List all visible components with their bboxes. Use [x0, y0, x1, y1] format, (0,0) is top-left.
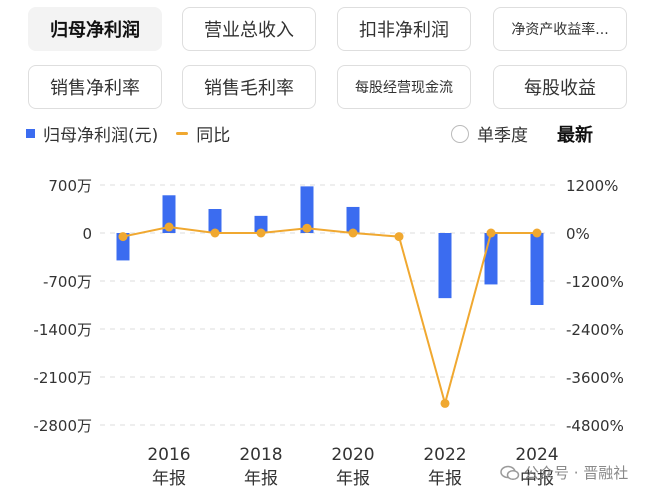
line-legend-swatch [176, 132, 189, 135]
x-tick-year: 2016 [147, 445, 190, 465]
yoy-line [122, 225, 537, 408]
tab-gross-margin[interactable]: 销售毛利率 [182, 65, 316, 109]
y-left-tick-label: -1400万 [33, 321, 92, 339]
wechat-icon [500, 465, 520, 480]
yoy-point [532, 228, 542, 238]
bar-legend-label: 归母净利润(元) [43, 126, 159, 146]
yoy-point [256, 228, 266, 238]
chart-legend: 归母净利润(元) 同比 [26, 121, 230, 146]
single-quarter-toggle[interactable]: 单季度 [451, 121, 528, 146]
bar [254, 215, 268, 233]
y-left-tick-label: 700万 [48, 177, 92, 195]
yoy-point [210, 228, 220, 238]
x-tick-year: 2024 [515, 445, 558, 465]
y-left-tick-label: -700万 [43, 273, 92, 291]
bar [116, 233, 130, 261]
bar [300, 186, 314, 233]
x-tick-suffix: 年报 [244, 469, 278, 489]
tab-net-margin[interactable]: 销售净利率 [28, 65, 162, 109]
radio-circle-icon [451, 124, 469, 143]
tab-operating-cashflow-per-share[interactable]: 每股经营现金流 [337, 65, 471, 109]
bar [346, 206, 360, 233]
y-left-tick-label: 0 [82, 225, 92, 243]
tab-deducted-net-profit[interactable]: 扣非净利润 [337, 7, 471, 51]
tab-total-revenue[interactable]: 营业总收入 [182, 7, 316, 51]
y-right-tick-label: 1200% [566, 177, 618, 195]
yoy-point [440, 398, 450, 408]
y-right-tick-label: -1200% [566, 273, 624, 291]
bar [530, 233, 544, 305]
latest-button[interactable]: 最新 [557, 125, 593, 146]
watermark: 公众号 · 晋融社 [500, 462, 628, 483]
yoy-point [486, 228, 496, 238]
y-right-tick-label: 0% [566, 225, 590, 243]
x-tick-year: 2022 [423, 445, 466, 465]
bar [208, 209, 222, 233]
x-tick-suffix: 年报 [336, 469, 370, 489]
y-right-tick-label: -4800% [566, 417, 624, 435]
y-left-tick-label: -2100万 [33, 369, 92, 387]
tab-eps[interactable]: 每股收益 [493, 65, 627, 109]
yoy-point [394, 232, 404, 242]
x-tick-year: 2018 [239, 445, 282, 465]
single-quarter-label: 单季度 [477, 126, 528, 146]
bar [484, 233, 498, 285]
y-right-tick-label: -3600% [566, 369, 624, 387]
x-tick-suffix: 年报 [152, 469, 186, 489]
bar [162, 195, 176, 233]
x-tick-year: 2020 [331, 445, 374, 465]
x-tick-suffix: 中报 [520, 469, 554, 489]
y-right-tick-label: -2400% [566, 321, 624, 339]
yoy-point [118, 232, 128, 242]
bar [438, 233, 452, 299]
x-tick-suffix: 年报 [428, 469, 462, 489]
y-left-tick-label: -2800万 [33, 417, 92, 435]
bar-legend-swatch [26, 129, 35, 138]
tab-roe[interactable]: 净资产收益率... [493, 7, 627, 51]
tab-net-profit[interactable]: 归母净利润 [28, 7, 162, 51]
watermark-text: 公众号 · 晋融社 [524, 464, 629, 482]
yoy-point [348, 228, 358, 238]
yoy-point [164, 222, 174, 232]
yoy-point [302, 223, 312, 233]
line-legend-label: 同比 [196, 126, 231, 146]
